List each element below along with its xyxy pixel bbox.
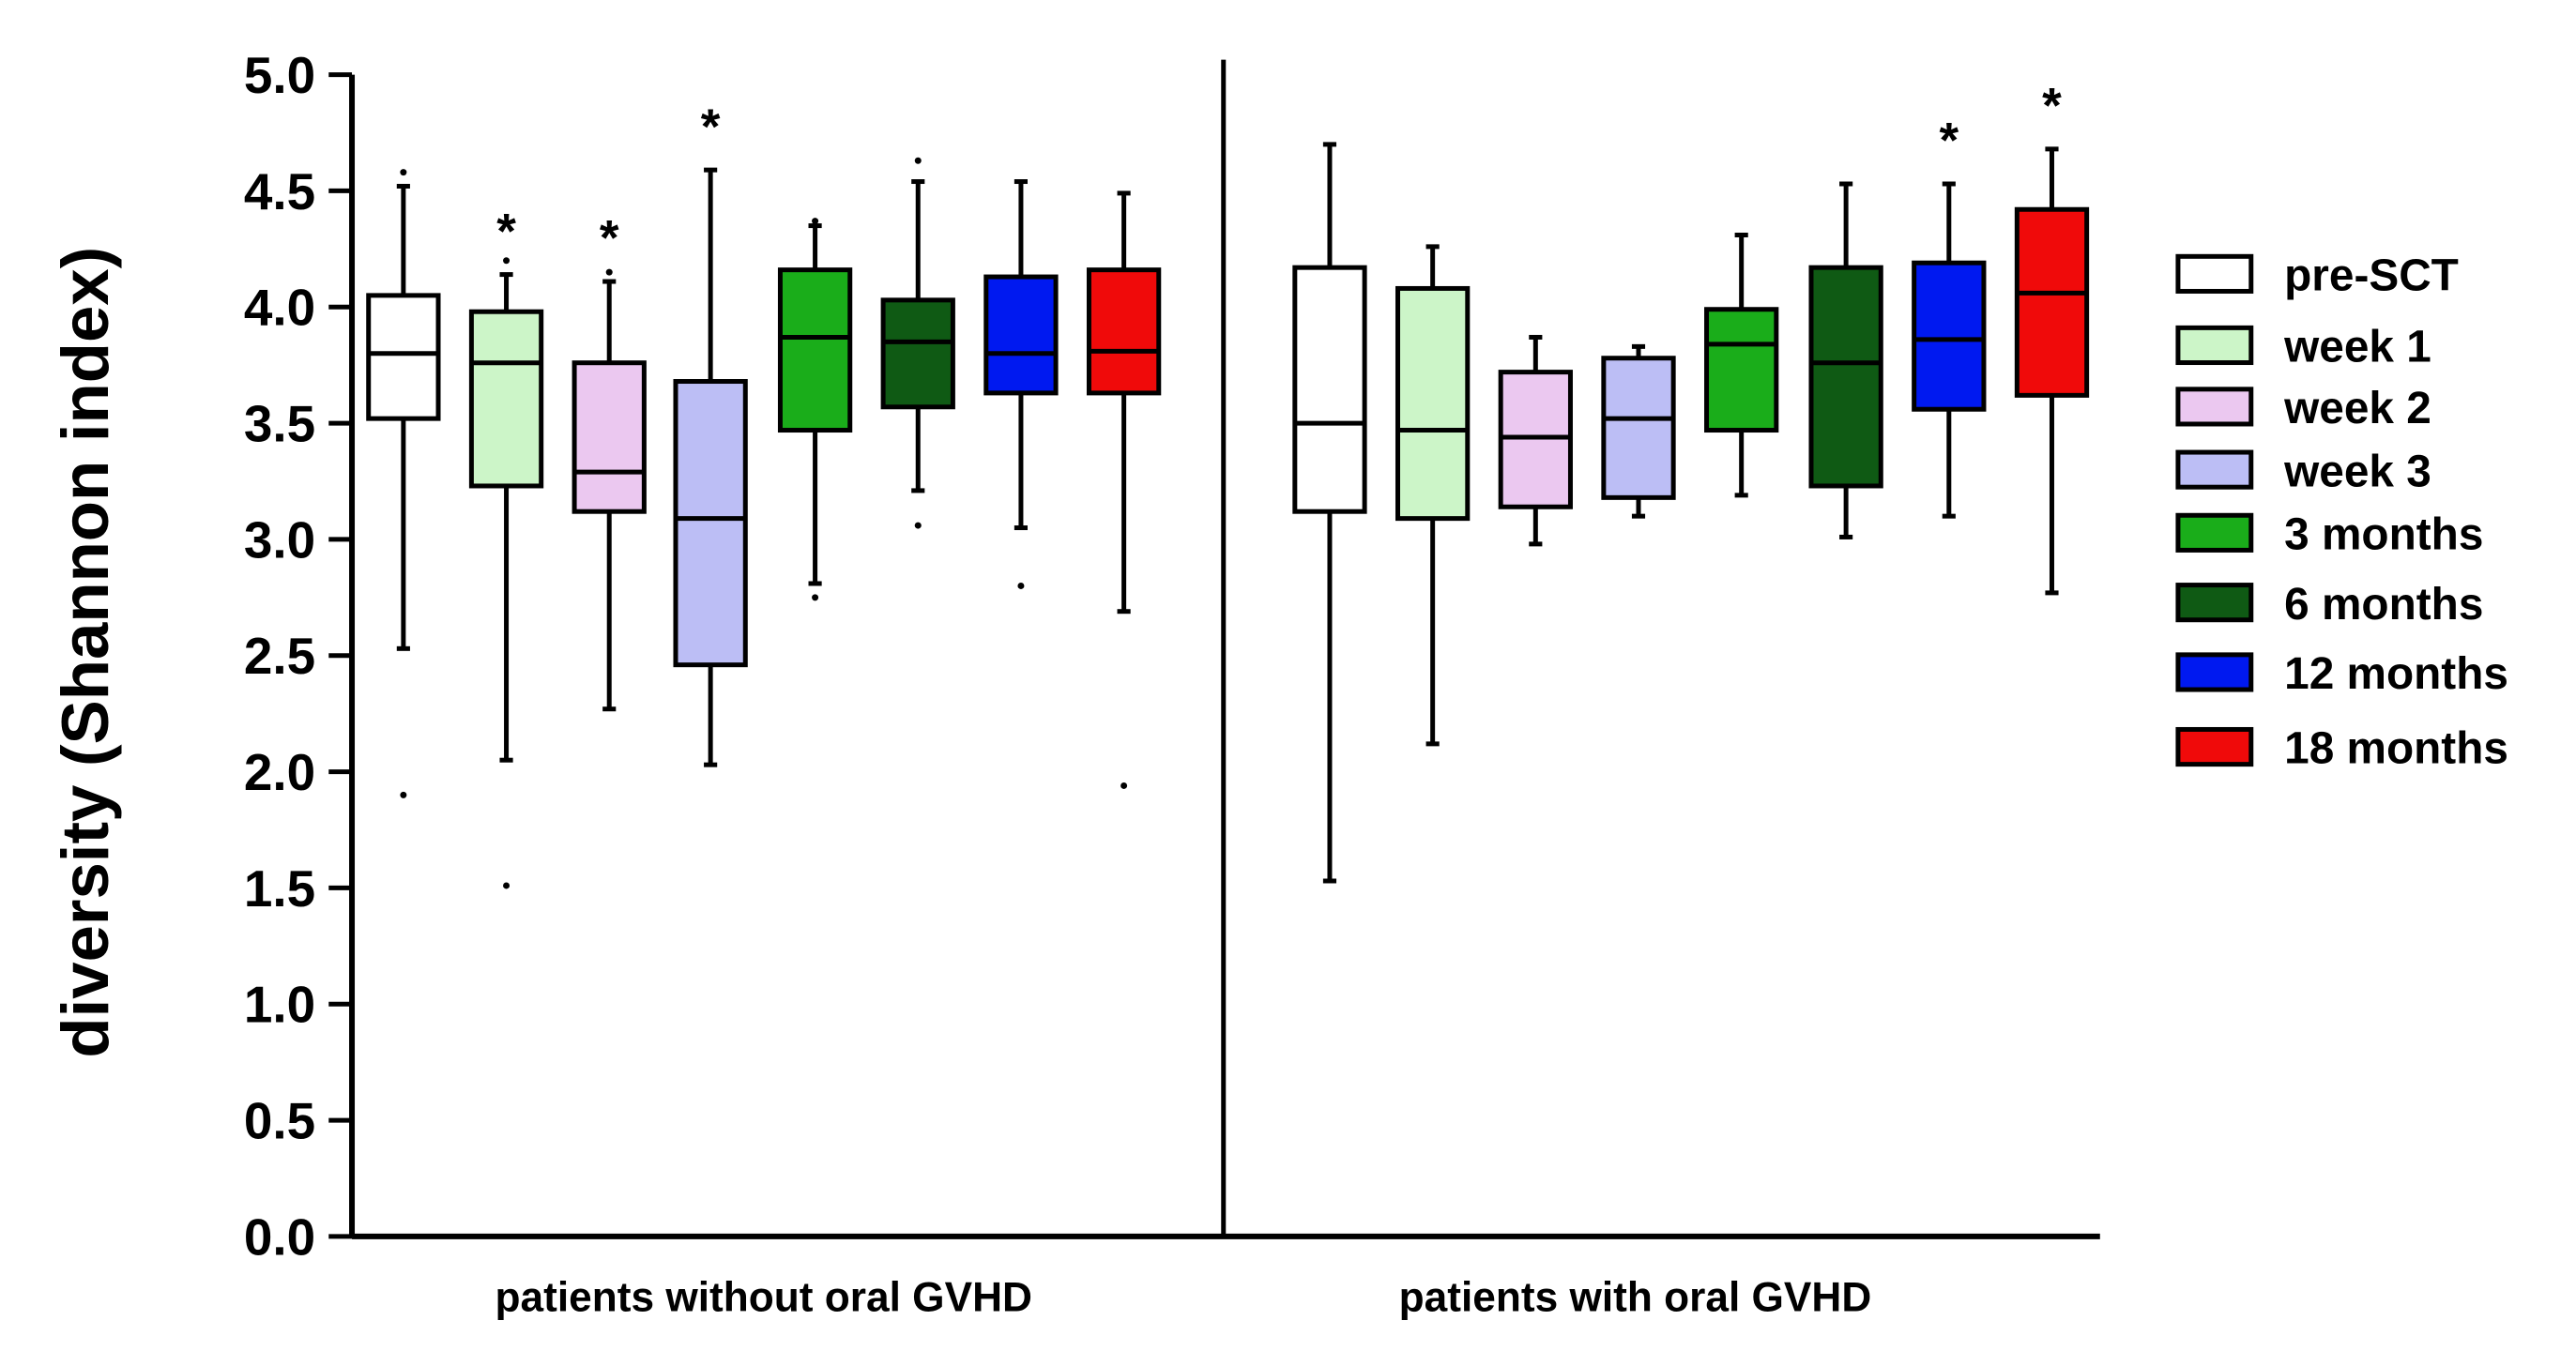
legend-swatch: [2175, 652, 2254, 692]
legend-swatch: [2175, 449, 2254, 490]
legend-label: week 1: [2283, 323, 2431, 372]
box-iqr: [1395, 285, 1471, 522]
y-tick-label: 3.5: [244, 395, 315, 453]
outlier-point: [503, 882, 511, 889]
significance-star: *: [496, 204, 516, 259]
significance-star: *: [701, 99, 721, 155]
box-iqr: [777, 267, 853, 433]
box-week-2: [1498, 334, 1573, 547]
box-iqr: [468, 309, 544, 489]
outlier-point: [914, 522, 922, 529]
box-12-months: [983, 179, 1059, 589]
legend-label: week 3: [2283, 447, 2431, 496]
outlier-point: [1017, 582, 1025, 589]
group-label: patients with oral GVHD: [1399, 1275, 1872, 1321]
legend-label: 6 months: [2284, 580, 2483, 630]
box-iqr: [1086, 267, 1162, 396]
legend: pre-SCT week 1 week 2 week 3 3 months 6 month…: [2175, 251, 2508, 774]
outlier-point: [1120, 782, 1128, 789]
y-tick-label: 0.5: [244, 1092, 315, 1150]
y-tick-label: 2.0: [244, 743, 315, 801]
box-iqr: [1704, 307, 1779, 433]
significance-star: *: [1939, 114, 1959, 169]
legend-swatch: [2175, 512, 2254, 553]
box-12-months: *: [1912, 114, 1987, 519]
box-week-1: *: [468, 204, 544, 889]
y-tick-label: 1.0: [244, 976, 315, 1034]
box-18-months: *: [2014, 79, 2090, 596]
outlier-point: [914, 157, 922, 164]
y-tick-label: 3.0: [244, 510, 315, 569]
group-label: patients without oral GVHD: [495, 1275, 1032, 1321]
legend-item: pre-SCT: [2175, 251, 2459, 301]
box-week-3: [1601, 343, 1676, 519]
legend-label: 12 months: [2284, 649, 2508, 699]
axes-layer: 0.0 0.5 1.0 1.5 2.0 2.5 3.0 3.5 4.0 4.5 5.0 diversi…: [48, 46, 2100, 1321]
outlier-point: [812, 594, 819, 601]
legend-item: 3 months: [2175, 510, 2483, 560]
box-iqr: [673, 379, 748, 668]
box-pre-SCT: [1292, 142, 1367, 884]
box-iqr: [2014, 206, 2090, 398]
legend-item: 18 months: [2175, 724, 2508, 774]
box-iqr: [1912, 260, 1987, 412]
legend-item: week 2: [2175, 384, 2431, 433]
legend-swatch: [2175, 253, 2254, 294]
legend-item: week 3: [2175, 447, 2431, 496]
box-iqr: [572, 360, 647, 514]
box-iqr: [366, 293, 441, 421]
legend-item: 12 months: [2175, 649, 2508, 699]
box-iqr: [1292, 265, 1367, 514]
outlier-point: [503, 257, 511, 265]
legend-label: pre-SCT: [2284, 251, 2459, 301]
boxes-layer: * * * * *: [366, 79, 2090, 889]
box-iqr: [983, 274, 1059, 396]
outlier-point: [400, 169, 407, 176]
legend-swatch: [2175, 325, 2254, 366]
y-tick-label: 5.0: [244, 46, 315, 104]
significance-star: *: [600, 211, 619, 266]
y-axis-label: diversity (Shannon index): [48, 247, 122, 1058]
box-iqr: [1808, 265, 1883, 489]
y-tick-label: 0.0: [244, 1207, 315, 1266]
legend-swatch: [2175, 583, 2254, 623]
box-pre-SCT: [366, 169, 441, 798]
box-iqr: [880, 297, 955, 410]
legend-label: 3 months: [2284, 510, 2483, 560]
outlier-point: [605, 268, 613, 276]
legend-item: 6 months: [2175, 580, 2483, 630]
box-iqr: [1601, 356, 1676, 500]
outlier-point: [400, 791, 407, 798]
box-6-months: [1808, 181, 1883, 539]
outlier-point: [812, 218, 819, 225]
box-3-months: [777, 218, 853, 601]
y-tick-label: 2.5: [244, 627, 315, 685]
box-week-3: *: [673, 99, 748, 767]
legend-swatch: [2175, 726, 2254, 767]
legend-label: 18 months: [2284, 724, 2508, 774]
box-3-months: [1704, 232, 1779, 498]
box-18-months: [1086, 190, 1162, 789]
legend-swatch: [2175, 387, 2254, 427]
y-tick-label: 1.5: [244, 859, 315, 918]
box-6-months: [880, 157, 955, 529]
y-tick-label: 4.5: [244, 162, 315, 220]
legend-item: week 1: [2175, 323, 2431, 372]
box-week-2: *: [572, 211, 647, 712]
box-week-1: [1395, 244, 1471, 747]
y-tick-label: 4.0: [244, 279, 315, 337]
significance-star: *: [2042, 79, 2062, 134]
legend-label: week 2: [2283, 384, 2431, 433]
